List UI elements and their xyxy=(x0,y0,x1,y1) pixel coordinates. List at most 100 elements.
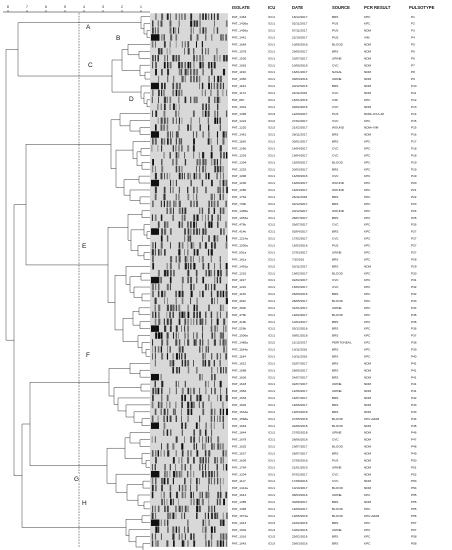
pcr-result-cell: NDM xyxy=(364,438,371,442)
isolate-cell: PAT_1485a xyxy=(232,341,248,345)
pcr-result-cell: KPC xyxy=(364,354,371,358)
table-row: PAT_1096 ICU1 14/08/2016 CVC KPC P19 xyxy=(232,174,417,178)
source-cell: BRS xyxy=(332,403,338,407)
source-cell: BRS xyxy=(332,292,338,296)
gel-lane xyxy=(157,117,221,124)
pcr-result-cell: KPC xyxy=(364,237,371,241)
isolate-cell: PAT_1117 xyxy=(232,479,246,483)
isolate-cell: PAT_1184 xyxy=(232,84,246,88)
date-cell: 09/01/2018 xyxy=(292,334,308,338)
pulsotype-cell: P55 xyxy=(411,500,417,504)
icu-cell: ICU1 xyxy=(268,209,275,213)
pcr-result-cell: NDM xyxy=(364,77,371,81)
icu-cell: ICU1 xyxy=(268,84,275,88)
pulsotype-cell: P40 xyxy=(411,354,417,358)
pulsotype-cell: P55 xyxy=(411,493,417,497)
pulsotype-cell: P5 xyxy=(411,43,415,47)
isolate-cell: PAT_1013 xyxy=(232,521,246,525)
pcr-result-cell: KPC xyxy=(364,174,371,178)
table-row: PAT_1184 ICU1 10/11/2016 BRS KPC P40 xyxy=(232,354,417,358)
table-row: PAT_1385 ICU1 30/08/2017 BRS NDM P55 xyxy=(232,500,417,504)
pulsotype-cell: P41 xyxy=(411,382,417,386)
icu-cell: ICU1 xyxy=(268,458,275,462)
icu-cell: ICU1 xyxy=(268,140,275,144)
isolate-cell: PAT_1184a xyxy=(232,348,248,352)
icu-cell: ICU1 xyxy=(268,230,275,234)
isolate-cell: PAT_1543a xyxy=(232,410,248,414)
source-cell: BLOOD xyxy=(332,313,344,317)
isolate-cell: PAT_1574a xyxy=(232,514,248,518)
header-pulsotype: PULSOTYPE xyxy=(409,5,435,10)
pcr-result-cell: KPC xyxy=(364,209,371,213)
source-cell: BRS xyxy=(332,202,338,206)
gel-lane xyxy=(161,498,225,506)
gel-lane xyxy=(155,526,216,533)
source-cell: CVC xyxy=(332,174,339,178)
gel-lane xyxy=(152,20,228,27)
date-cell: 19/05/2018 xyxy=(292,514,308,518)
table-row: PAT_591a ICU1 27/03/2017 URINE KPC P27 xyxy=(232,250,417,254)
gel-lane xyxy=(151,373,216,381)
isolate-cell: PAT_1215 xyxy=(232,271,246,275)
date-cell: 15/03/2016 xyxy=(292,244,308,248)
gel-lane xyxy=(152,61,216,69)
source-cell: BRS xyxy=(332,521,338,525)
source-cell: PUS xyxy=(332,29,338,33)
icu-cell: ICU3 xyxy=(268,535,275,539)
gel-lane xyxy=(151,519,225,526)
gel-lane xyxy=(152,27,219,34)
gel-lane xyxy=(157,269,228,277)
source-cell: URINE xyxy=(332,528,342,532)
pulsotype-cell: P48 xyxy=(411,445,417,449)
pulsotype-cell: P44 xyxy=(411,417,417,421)
source-cell: CVC xyxy=(332,63,339,67)
pcr-result-cell: KPC xyxy=(364,334,371,338)
source-cell: BRS xyxy=(332,133,338,137)
isolate-cell: PAT_476b xyxy=(232,223,246,227)
isolate-cell: PAT_1602 xyxy=(232,403,246,407)
gel-lane xyxy=(154,304,224,312)
table-row: PAT_1252 ICU1 20/03/2017 BRS KPC P19 xyxy=(232,167,417,171)
table-row: PAT_1463 ICU1 18/12/2017 BRS KPC P1 xyxy=(232,15,415,19)
isolate-cell: PAT_161a xyxy=(232,257,246,261)
isolate-cell: PAT_1633 xyxy=(232,396,246,400)
pulsotype-cell: P50 xyxy=(411,458,417,462)
icu-cell: ICU1 xyxy=(268,486,275,490)
pcr-result-cell: KPC xyxy=(364,244,371,248)
date-cell: 16/06/2017 xyxy=(292,181,308,185)
gel-lane xyxy=(151,436,220,443)
table-row: PAT_1485a ICU2 11/12/2017 PERITONEAL KPC P38 xyxy=(232,341,417,345)
source-cell: BLOOD xyxy=(332,271,344,275)
isolate-cell: PAT_1664 xyxy=(232,43,246,47)
source-cell: BRS xyxy=(332,84,338,88)
pcr-result-cell: NDM xyxy=(364,84,371,88)
table-row: PAT_1001 ICU1 09/02/2016 CVC NDM P13 xyxy=(232,105,417,109)
isolate-cell: PAT_1001 xyxy=(232,105,246,109)
pulsotype-cell: P33 xyxy=(411,299,417,303)
source-cell: BLOOD xyxy=(332,514,344,518)
pcr-result-cell: KPC xyxy=(364,507,371,511)
source-cell: CSF xyxy=(332,98,338,102)
pulsotype-cell: P45 xyxy=(411,424,417,428)
gel-lane xyxy=(152,311,228,318)
isolate-cell: PAT_1030a xyxy=(232,244,248,248)
isolate-cell: PAT_1043 xyxy=(232,542,246,546)
date-cell: 16/07/2017 xyxy=(292,396,308,400)
date-cell: 10/04/2017 xyxy=(292,320,308,324)
date-cell: 19/03/2018 xyxy=(292,410,308,414)
table-row: PAT_1210 ICU1 15/02/2017 CVC KPC P32 xyxy=(232,285,417,289)
table-row: PAT_1396 ICU1 16/09/2017 BLOOD KPC P55 xyxy=(232,507,417,511)
gel-lane xyxy=(158,48,218,55)
source-cell: BRS xyxy=(332,361,338,365)
table-row: PAT_1197 ICU1 02/02/2017 CVC KPC P31 xyxy=(232,278,417,282)
pcr-result-cell: NDM xyxy=(364,424,371,428)
pulsotype-cell: P8 xyxy=(411,70,415,74)
pulsotype-cell: P28 xyxy=(411,257,417,261)
icu-cell: ICU1 xyxy=(268,133,275,137)
date-cell: 20/03/2017 xyxy=(292,167,308,171)
pulsotype-cell: P26 xyxy=(411,223,417,227)
isolate-cell: PAT_1764 xyxy=(232,465,246,469)
pulsotype-cell: P24 xyxy=(411,209,417,213)
date-cell: 21/02/2017 xyxy=(292,126,308,130)
pulsotype-cell: P25 xyxy=(411,216,417,220)
